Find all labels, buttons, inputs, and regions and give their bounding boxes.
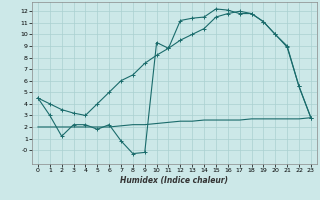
X-axis label: Humidex (Indice chaleur): Humidex (Indice chaleur)	[120, 176, 228, 185]
